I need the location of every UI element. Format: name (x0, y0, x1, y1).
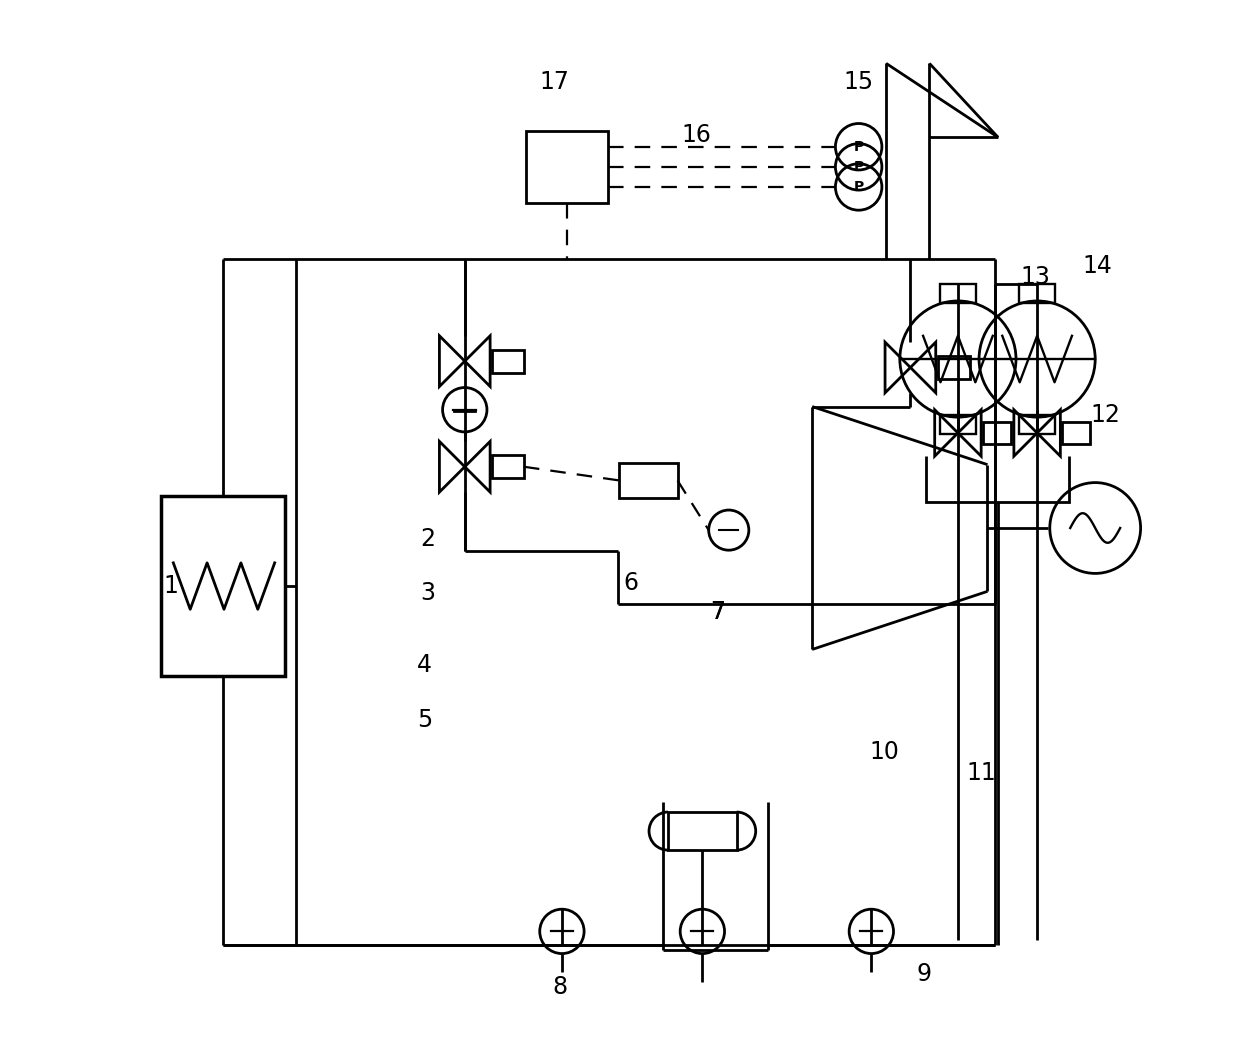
Text: 3: 3 (420, 582, 435, 605)
Text: 10: 10 (869, 740, 899, 763)
Bar (161, 496, 285, 676)
Text: 8: 8 (552, 976, 568, 999)
Text: P: P (853, 159, 864, 174)
Text: 12: 12 (1091, 403, 1121, 427)
Text: P: P (853, 180, 864, 194)
Bar (940, 415, 976, 434)
Bar (1019, 415, 1055, 434)
Text: 7: 7 (709, 601, 724, 624)
Text: 5: 5 (417, 709, 433, 732)
Text: 2: 2 (420, 527, 435, 550)
Bar (620, 463, 677, 497)
Text: 13: 13 (1021, 265, 1050, 288)
Text: 9: 9 (916, 962, 931, 985)
Text: 7: 7 (709, 601, 724, 624)
Bar (492, 455, 525, 478)
Text: 11: 11 (966, 761, 996, 785)
Bar (940, 284, 976, 303)
Text: 4: 4 (417, 654, 432, 677)
Text: 15: 15 (843, 71, 874, 94)
Bar (1019, 284, 1055, 303)
Text: 6: 6 (622, 571, 639, 595)
Text: 14: 14 (1083, 254, 1112, 278)
Bar (526, 131, 609, 203)
Bar (937, 356, 970, 379)
Bar (492, 350, 525, 373)
Text: P: P (853, 139, 864, 154)
Bar (983, 422, 1011, 444)
Text: 16: 16 (681, 124, 711, 147)
Bar (1063, 422, 1090, 444)
Bar (668, 812, 737, 850)
Text: 1: 1 (164, 574, 179, 598)
Text: 17: 17 (539, 71, 569, 94)
